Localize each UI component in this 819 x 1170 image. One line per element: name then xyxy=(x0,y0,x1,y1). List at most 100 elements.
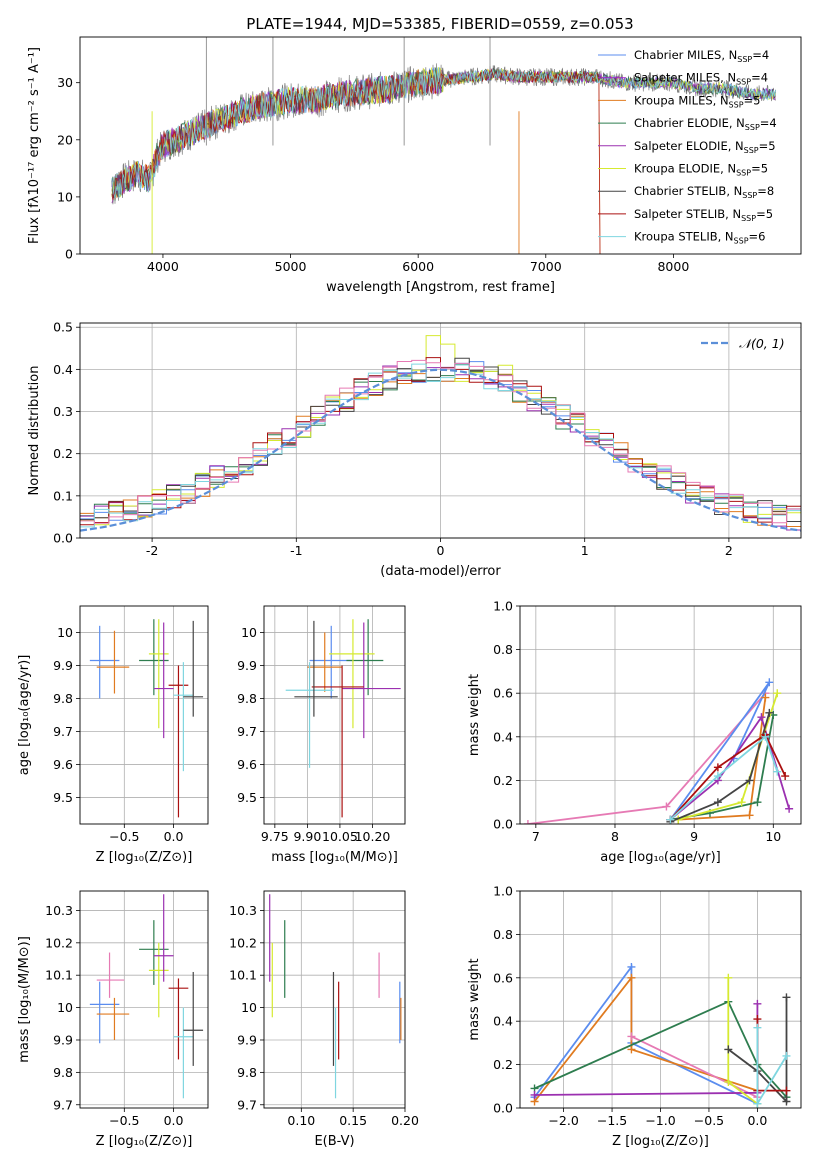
panel-mw_vs_age: 7 8 9 10 0.0 0.2 0.4 0.6 0.8 1.0 age [log₁₀(age/yr… xyxy=(467,599,802,865)
x-axis-label: mass [log₁₀(M/M⊙)] xyxy=(271,850,398,865)
errorbar-point xyxy=(148,942,169,1018)
y-tick-label: 0.0 xyxy=(493,1101,513,1116)
x-axis-label: age [log₁₀(age/yr)] xyxy=(600,850,721,865)
x-tick-label: 1 xyxy=(581,543,589,558)
y-tick-label: 10.2 xyxy=(229,935,257,950)
figure-title: PLATE=1944, MJD=53385, FIBERID=0559, z=0… xyxy=(246,15,633,33)
x-tick-label: 0.20 xyxy=(391,1113,419,1128)
gridlines xyxy=(80,323,801,539)
x-tick-label: 8 xyxy=(611,829,619,844)
normal-distribution-curve xyxy=(80,368,801,532)
y-tick-label: 0.0 xyxy=(53,531,73,546)
y-tick-label: 0 xyxy=(65,247,73,262)
plot-area xyxy=(80,335,801,532)
errorbar-point xyxy=(153,622,174,739)
x-tick-label: -1 xyxy=(290,543,302,558)
y-tick-label: 0.2 xyxy=(493,773,513,788)
x-tick-label: 0.0 xyxy=(164,829,184,844)
x-tick-label: 7000 xyxy=(530,259,562,274)
mass-weight-marker xyxy=(753,1023,762,1032)
x-tick-label: 0.10 xyxy=(287,1113,315,1128)
mass-weight-marker xyxy=(627,962,636,971)
x-tick-label: −0.5 xyxy=(109,829,139,844)
x-tick-label: −1.0 xyxy=(645,1113,675,1128)
x-tick-label: 10.20 xyxy=(355,829,391,844)
errorbar-point xyxy=(153,894,174,982)
y-axis-label: Flux [fλ10⁻¹⁷ erg cm⁻² s⁻¹ A⁻¹] xyxy=(27,47,42,244)
y-tick-label: 10 xyxy=(241,1000,257,1015)
x-tick-label: −0.5 xyxy=(694,1113,724,1128)
panel-spectrum: 4000 5000 6000 7000 8000 0 10 20 30 wavelength [A… xyxy=(27,36,802,295)
mass-weight-marker xyxy=(781,772,790,781)
residual-histogram xyxy=(80,363,801,528)
mass-weight-marker xyxy=(627,1032,636,1041)
mass-weight-series-line xyxy=(727,997,788,1104)
x-tick-label: 7 xyxy=(532,829,540,844)
y-tick-label: 9.6 xyxy=(237,757,257,772)
mass-weight-series-line xyxy=(669,733,787,821)
panel-residuals: -2 -1 0 1 2 0.0 0.1 0.2 0.3 0.4 0.5 (data-model)/er… xyxy=(27,320,802,579)
errorbar-point xyxy=(173,662,194,772)
errorbar-point xyxy=(96,997,130,1040)
y-tick-label: 9.9 xyxy=(237,658,257,673)
mass-weight-marker xyxy=(761,732,770,741)
panel-age_vs_Z: −0.5 0.0 9.5 9.6 9.7 9.8 9.9 10 Z [log₁₀(Z/Z⊙)] a… xyxy=(17,605,209,865)
y-tick-label: 9.7 xyxy=(237,724,257,739)
y-tick-label: 0.4 xyxy=(53,362,73,377)
errorbar-point xyxy=(168,665,189,818)
mass-weight-marker xyxy=(627,973,636,982)
x-tick-label: −2.0 xyxy=(548,1113,578,1128)
mass-weight-series-line xyxy=(670,712,771,823)
mass-weight-marker xyxy=(782,1097,791,1106)
y-tick-label: 9.8 xyxy=(53,691,73,706)
errorbar-point xyxy=(307,632,343,692)
y-tick-label: 9.9 xyxy=(237,1032,257,1047)
y-tick-label: 9.8 xyxy=(53,1065,73,1080)
mass-weight-marker xyxy=(737,798,746,807)
y-tick-label: 9.9 xyxy=(53,1032,73,1047)
mass-weight-series-line xyxy=(533,964,758,1105)
model-spectrum-line xyxy=(111,67,776,199)
errorbar-point xyxy=(183,971,204,1066)
mass-weight-series-line xyxy=(669,735,779,821)
x-tick-label: 10 xyxy=(765,829,781,844)
y-tick-label: 10.1 xyxy=(229,968,257,983)
mass-weight-marker xyxy=(662,802,671,811)
y-tick-label: 10.2 xyxy=(45,935,73,950)
mass-weight-marker xyxy=(745,811,754,820)
errorbar-point xyxy=(329,619,375,729)
panel-mass_vs_EBV: 0.10 0.15 0.20 9.7 9.8 9.9 10 10.1 10.2 10.3 E(B-V… xyxy=(229,890,419,1149)
x-axis-label: Z [log₁₀(Z/Z⊙)] xyxy=(96,850,193,865)
axes-frame xyxy=(263,890,406,1109)
errorbar-point xyxy=(148,619,169,729)
errorbar-point xyxy=(96,952,125,998)
y-tick-label: 10.3 xyxy=(45,903,73,918)
legend-entry: Salpeter MILES, NSSP=4 xyxy=(634,71,768,87)
legend-entry: Chabrier MILES, NSSP=4 xyxy=(634,48,769,64)
axes-frame xyxy=(79,605,209,825)
x-tick-label: 0 xyxy=(437,543,445,558)
x-tick-label: −0.5 xyxy=(109,1113,139,1128)
legend-entry: Kroupa MILES, NSSP=5 xyxy=(634,93,760,109)
y-tick-label: 0.3 xyxy=(53,404,73,419)
legend-entry: Salpeter ELODIE, NSSP=5 xyxy=(634,139,776,155)
y-tick-label: 0.5 xyxy=(53,320,73,335)
x-tick-label: 5000 xyxy=(275,259,307,274)
mass-weight-marker xyxy=(713,772,722,781)
mass-weight-marker xyxy=(724,973,733,982)
x-tick-label: 9 xyxy=(690,829,698,844)
y-tick-label: 9.6 xyxy=(53,757,73,772)
mass-weight-marker xyxy=(523,820,532,824)
x-tick-label: 4000 xyxy=(147,259,179,274)
y-tick-label: 0.4 xyxy=(493,1014,513,1029)
mass-weight-marker xyxy=(753,798,762,807)
x-axis-label: Z [log₁₀(Z/Z⊙)] xyxy=(96,1134,193,1149)
mass-weight-series-line xyxy=(727,977,758,1105)
x-tick-label: 0.0 xyxy=(164,1113,184,1128)
mass-weight-marker xyxy=(782,1086,791,1095)
y-tick-label: 10 xyxy=(57,625,73,640)
plot-area xyxy=(89,619,204,818)
mass-weight-series-line xyxy=(669,681,771,821)
y-tick-label: 1.0 xyxy=(493,599,513,614)
y-tick-label: 0.6 xyxy=(493,970,513,985)
